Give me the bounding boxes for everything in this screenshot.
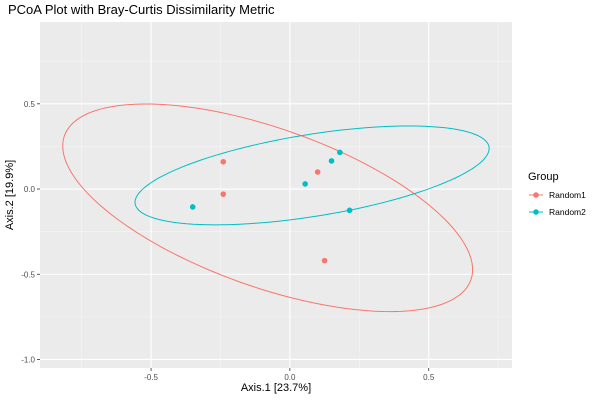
plot-background <box>40 22 512 368</box>
data-points <box>189 149 353 264</box>
data-point-random1 <box>220 158 227 165</box>
y-tick-label: -0.5 <box>21 270 35 279</box>
data-point-random2 <box>346 207 353 214</box>
grid-minor <box>40 22 512 368</box>
ellipse-random2 <box>134 125 490 226</box>
plot-area <box>40 22 512 368</box>
x-tick-label: 0.0 <box>284 373 296 382</box>
y-tick-label: -1.0 <box>21 355 35 364</box>
legend-title: Group <box>528 171 559 183</box>
chart-title: PCoA Plot with Bray-Curtis Dissimilarity… <box>8 2 275 17</box>
y-tick-label: 0.0 <box>24 185 36 194</box>
legend-label: Random1 <box>549 190 586 200</box>
data-point-random2 <box>328 158 335 164</box>
data-point-random2 <box>302 181 308 187</box>
legend-items: Random1 Random2 <box>529 190 586 217</box>
y-axis-ticks: -1.0 -0.5 0.0 0.5 <box>21 100 40 364</box>
y-axis-title: Axis.2 [19.9%] <box>4 160 16 230</box>
ellipse-random1 <box>62 103 474 313</box>
data-point-random1 <box>314 169 321 175</box>
legend-key-point <box>533 192 539 198</box>
data-point-random2 <box>189 204 196 210</box>
legend-label: Random2 <box>549 207 586 217</box>
confidence-ellipses <box>62 103 490 313</box>
data-point-random1 <box>220 191 227 197</box>
data-point-random1 <box>321 257 328 264</box>
x-axis-ticks: -0.5 0.0 0.5 <box>144 368 435 382</box>
data-point-random2 <box>337 149 343 156</box>
x-tick-label: 0.5 <box>423 373 435 382</box>
x-axis-title: Axis.1 [23.7%] <box>241 382 311 394</box>
grid-major <box>40 22 512 368</box>
legend: Group Random1 Random2 <box>528 171 586 217</box>
legend-key-point <box>533 209 539 215</box>
y-tick-label: 0.5 <box>24 100 36 109</box>
x-tick-label: -0.5 <box>144 373 158 382</box>
